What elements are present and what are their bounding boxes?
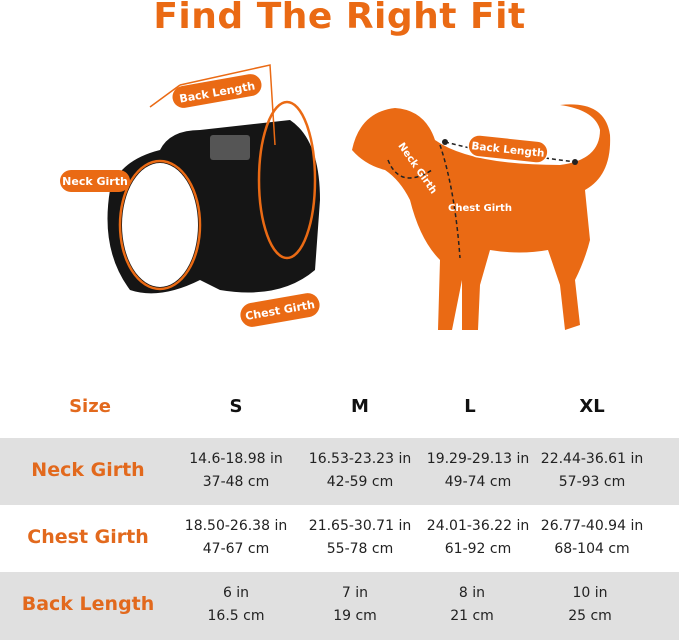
table-cell: 8 in 21 cm xyxy=(450,585,494,624)
dog-silhouette xyxy=(352,104,611,330)
harness-back-length-callout: Back Length xyxy=(172,74,262,108)
row-label: Back Length xyxy=(21,593,155,615)
row-label: Neck Girth xyxy=(31,459,145,481)
table-row-chest-girth: Chest Girth 18.50-26.38 in 47-67 cm 21.65… xyxy=(0,505,679,572)
size-s: S xyxy=(229,396,243,417)
size-header-label: Size xyxy=(69,396,111,417)
illustration: Back Length Neck Girth Chest Girth Neck … xyxy=(60,64,611,330)
table-row-neck-girth: Neck Girth 14.6-18.98 in 37-48 cm 16.53-2… xyxy=(0,438,679,505)
page-title: Find The Right Fit xyxy=(153,0,526,37)
harness-image xyxy=(107,64,320,294)
harness-chest-girth-callout: Chest Girth xyxy=(240,293,320,327)
table-cell: 6 in 16.5 cm xyxy=(207,585,265,624)
table-cell: 14.6-18.98 in 37-48 cm xyxy=(189,451,283,490)
table-cell: 10 in 25 cm xyxy=(568,585,612,624)
size-m: M xyxy=(351,396,369,417)
table-cell: 7 in 19 cm xyxy=(333,585,377,624)
dog-chest-girth-label: Chest Girth xyxy=(448,203,512,214)
table-cell: 24.01-36.22 in 61-92 cm xyxy=(426,518,530,557)
size-table-header: Size S M L XL xyxy=(0,392,679,422)
table-cell: 18.50-26.38 in 47-67 cm xyxy=(184,518,288,557)
table-cell: 26.77-40.94 in 68-104 cm xyxy=(540,518,644,557)
table-cell: 16.53-23.23 in 42-59 cm xyxy=(308,451,412,490)
svg-text:Neck Girth: Neck Girth xyxy=(62,175,128,188)
dog-back-length-callout: Back Length xyxy=(467,134,549,164)
harness-neck-girth-callout: Neck Girth xyxy=(60,170,130,192)
table-row-back-length: Back Length 6 in 16.5 cm 7 in 19 cm 8 in 21… xyxy=(0,572,679,640)
table-cell: 21.65-30.71 in 55-78 cm xyxy=(308,518,412,557)
row-label: Chest Girth xyxy=(27,526,149,548)
table-cell: 19.29-29.13 in 49-74 cm xyxy=(426,451,530,490)
size-xl: XL xyxy=(579,396,605,417)
size-l: L xyxy=(464,396,476,417)
table-cell: 22.44-36.61 in 57-93 cm xyxy=(540,451,644,490)
